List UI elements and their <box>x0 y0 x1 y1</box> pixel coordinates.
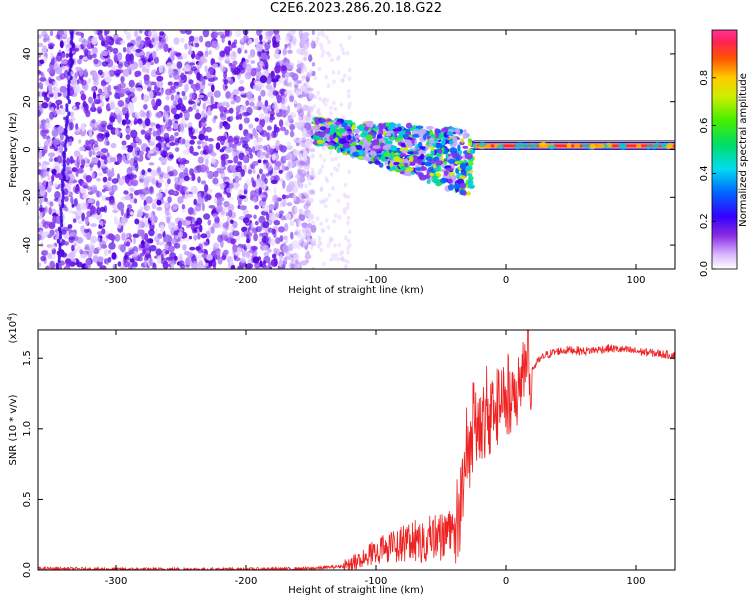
spectrogram-x-tick-label: 100 <box>626 275 645 286</box>
colorbar-ticks: 0.0 0.2 0.4 0.6 0.8 <box>699 70 716 277</box>
spectrogram-y-tick-label: 0 <box>22 146 33 152</box>
snr-y-tick-label: 1.0 <box>22 421 33 437</box>
spectrogram-x-tick-label: 0 <box>503 275 509 286</box>
snr-y-multiplier: (x104) <box>6 312 19 343</box>
snr-x-tick-label: -200 <box>235 576 258 587</box>
spectrogram-y-tick-label: -40 <box>22 237 33 253</box>
spectrogram-x-tick-label: -100 <box>365 275 388 286</box>
snr-x-axis-label: Height of straight line (km) <box>288 585 424 596</box>
snr-x-tick-label: -100 <box>365 576 388 587</box>
snr-plot-area <box>38 330 675 570</box>
spectrogram-plot-area <box>38 30 675 269</box>
snr-panel: -300 -200 -100 0 100 0.0 0.5 1.0 1.5 Height of … <box>6 312 676 596</box>
snr-y-ticks: 0.0 0.5 1.0 1.5 <box>22 350 675 578</box>
colorbar-tick-label: 0.2 <box>699 213 710 229</box>
snr-y-axis-label: SNR (10 * v/v) <box>8 394 19 465</box>
snr-series-line <box>38 330 675 570</box>
spectrogram-y-tick-label: 20 <box>22 95 33 108</box>
spectrogram-y-tick-label: -20 <box>22 189 33 205</box>
colorbar-gradient <box>711 29 738 270</box>
snr-x-tick-label: -300 <box>105 576 128 587</box>
snr-x-ticks: -300 -200 -100 0 100 <box>105 330 646 587</box>
figure-title: C2E6.2023.286.20.18.G22 <box>269 1 443 16</box>
spectrogram-x-tick-label: -300 <box>105 275 128 286</box>
spectrogram-y-axis-label: Frequency (Hz) <box>8 112 19 188</box>
colorbar-tick-label: 0.8 <box>699 70 710 86</box>
colorbar-tick-label: 0.4 <box>699 165 710 181</box>
snr-frame <box>37 329 676 571</box>
noise-region <box>38 30 317 269</box>
spectrogram-y-tick-label: 40 <box>22 48 33 61</box>
snr-y-tick-label: 1.5 <box>22 350 33 366</box>
spectrogram-x-axis-label: Height of straight line (km) <box>288 285 424 296</box>
snr-y-tick-label: 0.5 <box>22 491 33 507</box>
scattered-signal <box>310 116 476 196</box>
colorbar-tick-label: 0.0 <box>699 261 710 277</box>
noise-streak <box>55 31 75 269</box>
colorbar: 0.0 0.2 0.4 0.6 0.8 Normalized spectral ampl… <box>699 29 749 277</box>
colorbar-tick-label: 0.6 <box>699 118 710 134</box>
snr-x-tick-label: 100 <box>626 576 645 587</box>
carrier-line <box>472 140 675 150</box>
spectrogram-x-tick-label: -200 <box>235 275 258 286</box>
snr-y-tick-label: 0.0 <box>22 562 33 578</box>
spectrogram-x-ticks: -300 -200 -100 0 100 <box>105 30 646 286</box>
spectrogram-y-ticks: -40 -20 0 20 40 <box>22 48 675 253</box>
colorbar-label: Normalized spectral amplitude <box>738 73 749 227</box>
snr-x-tick-label: 0 <box>503 576 509 587</box>
